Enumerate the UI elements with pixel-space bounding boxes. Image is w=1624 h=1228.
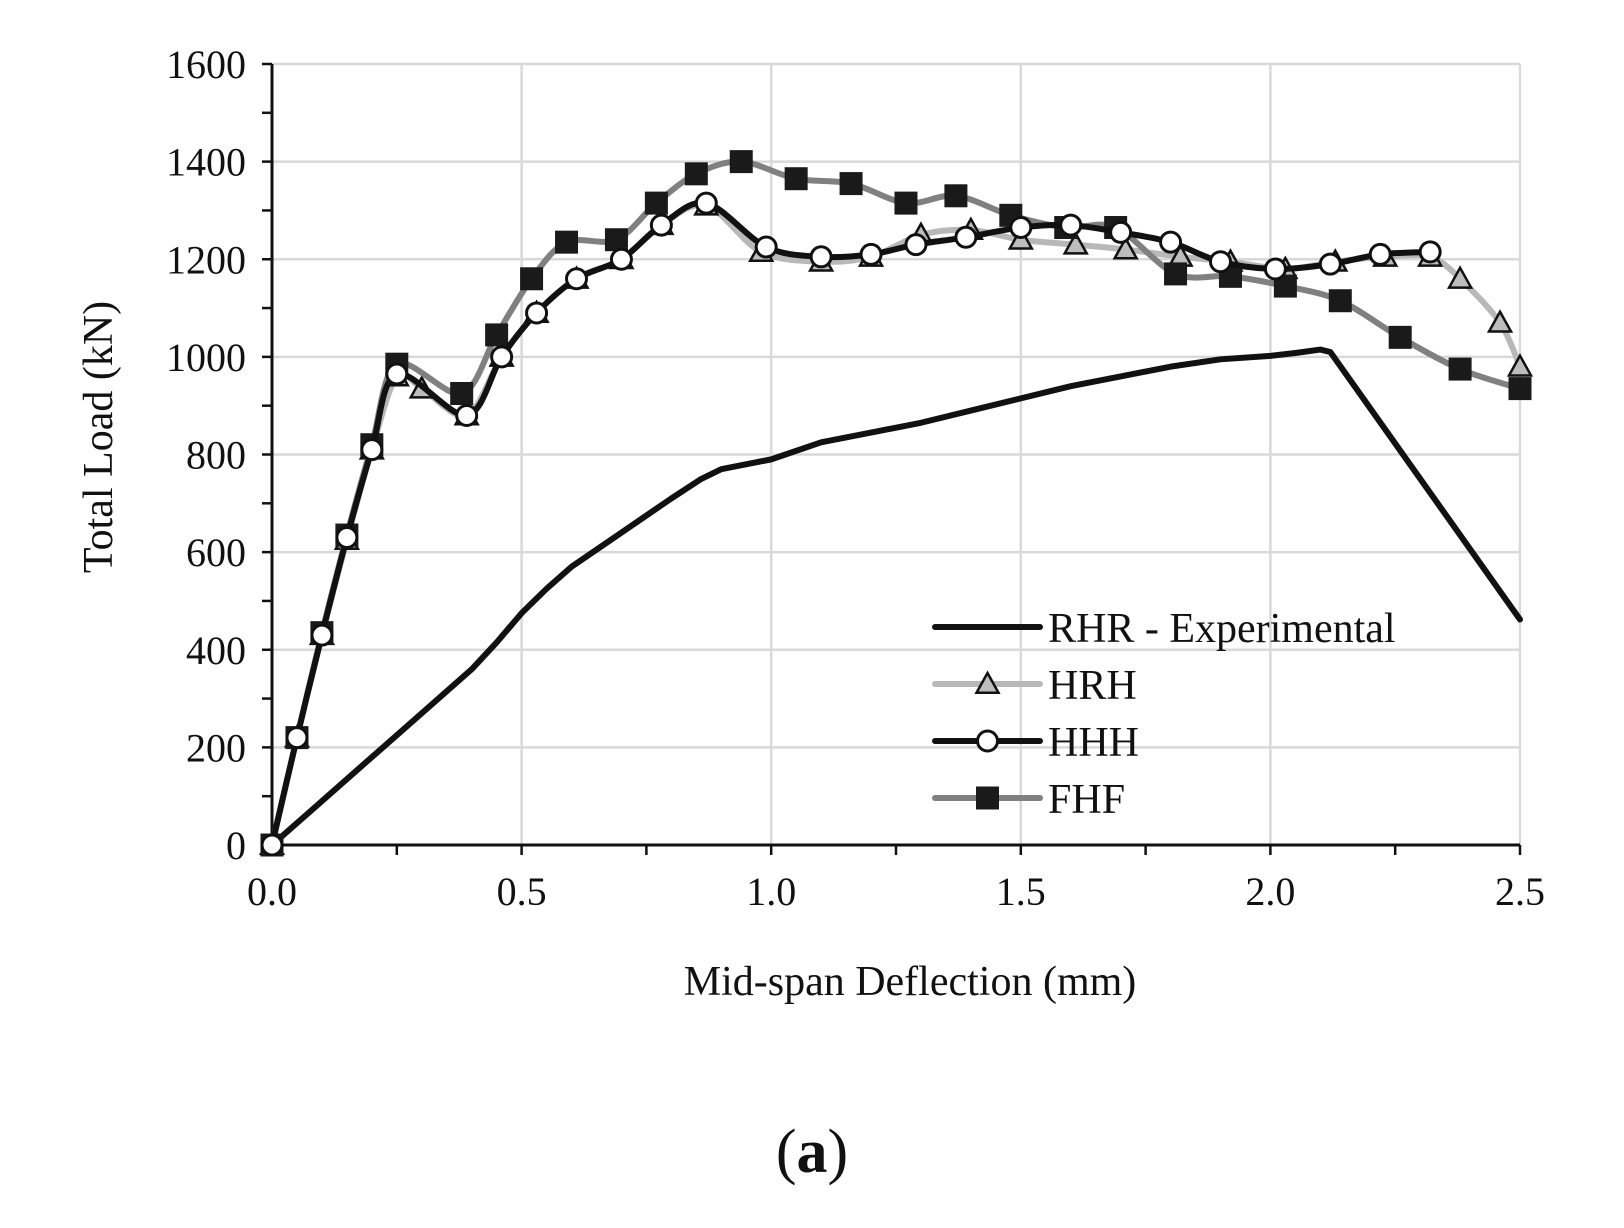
legend-label-fhf: FHF xyxy=(1048,777,1125,823)
data-point-hhh xyxy=(565,267,589,291)
panel-label-letter: a xyxy=(797,1118,828,1186)
legend: RHR - Experimental HRH HHH FHF xyxy=(932,606,1396,823)
data-point-hrh xyxy=(1112,235,1139,260)
legend-item-fhf: FHF xyxy=(932,777,1125,823)
data-point-hhh xyxy=(260,833,284,857)
series-rhr-experimental xyxy=(269,346,1523,848)
y-tick-label: 0 xyxy=(226,823,246,868)
data-point-fhf xyxy=(555,230,579,254)
data-point-fhf xyxy=(684,162,708,186)
data-point-hhh xyxy=(285,726,309,750)
data-point-hhh xyxy=(385,362,409,386)
data-point-fhf xyxy=(1164,262,1188,286)
data-point-hrh xyxy=(1486,309,1514,333)
legend-label-rhr-experimental: RHR - Experimental xyxy=(1048,606,1396,652)
legend-marker-hrh xyxy=(974,670,1001,695)
legend-marker-hhh xyxy=(976,729,999,753)
legend-label-hrh: HRH xyxy=(1048,663,1137,709)
x-tick-label: 0.5 xyxy=(497,869,547,914)
y-tick-label: 400 xyxy=(186,628,246,673)
y-tick-label: 200 xyxy=(186,725,246,770)
data-point-hrh xyxy=(1446,265,1474,289)
panel-label: (a) xyxy=(776,1118,848,1186)
data-point-hhh xyxy=(525,301,549,325)
data-point-fhf xyxy=(485,323,509,347)
data-point-hhh xyxy=(694,191,718,215)
data-point-hhh xyxy=(859,242,883,266)
legend-label-hhh: HHH xyxy=(1048,720,1139,766)
data-point-fhf xyxy=(644,191,668,215)
data-point-fhf xyxy=(450,381,474,405)
data-point-fhf xyxy=(894,191,918,215)
panel-label-open: ( xyxy=(776,1118,797,1186)
data-point-hhh xyxy=(904,233,928,257)
data-point-fhf xyxy=(729,150,753,174)
data-point-hhh xyxy=(1009,216,1033,240)
series-line-hhh xyxy=(269,199,1434,848)
data-point-hhh xyxy=(1208,250,1232,274)
data-point-hhh xyxy=(335,525,359,549)
data-point-fhf xyxy=(604,228,628,252)
legend-item-hrh: HRH xyxy=(932,663,1137,709)
panel-label-close: ) xyxy=(828,1118,849,1186)
data-point-hhh xyxy=(310,623,334,647)
data-point-hrh xyxy=(1062,231,1089,255)
x-tick-label: 1.0 xyxy=(746,869,796,914)
y-tick-label: 1200 xyxy=(166,237,246,282)
data-point-hhh xyxy=(1368,242,1392,266)
data-point-hhh xyxy=(609,247,633,271)
y-tick-label: 600 xyxy=(186,530,246,575)
data-point-hhh xyxy=(455,403,479,427)
data-point-fhf xyxy=(1448,357,1472,381)
x-axis-title: Mid-span Deflection (mm) xyxy=(684,959,1137,1005)
data-point-hhh xyxy=(1418,240,1442,264)
y-tick-label: 800 xyxy=(186,433,246,478)
series-hhh xyxy=(260,191,1442,857)
data-point-fhf xyxy=(1388,325,1412,349)
y-tick-label: 1000 xyxy=(166,335,246,380)
data-point-hhh xyxy=(490,345,514,369)
x-tick-label: 2.0 xyxy=(1245,869,1295,914)
legend-item-rhr-experimental: RHR - Experimental xyxy=(932,606,1396,652)
data-point-hhh xyxy=(649,213,673,237)
data-point-hrh xyxy=(1506,353,1534,377)
data-point-fhf xyxy=(1328,289,1352,313)
data-point-hhh xyxy=(754,235,778,259)
data-point-fhf xyxy=(784,167,808,191)
data-point-fhf xyxy=(520,267,544,291)
data-point-fhf xyxy=(839,172,863,196)
series-area xyxy=(258,150,1534,857)
tick-labels: 0 200 400 600 800 1000 1200 1400 1600 0.0 0.5 1.0 1.… xyxy=(166,42,1545,914)
data-point-hhh xyxy=(809,245,833,269)
data-point-hhh xyxy=(360,438,384,462)
data-point-hhh xyxy=(1059,213,1083,237)
y-tick-label: 1400 xyxy=(166,140,246,185)
legend-marker-fhf xyxy=(976,786,999,810)
axes xyxy=(262,62,1522,855)
y-axis-title: Total Load (kN) xyxy=(76,301,122,573)
series-line-rhr-experimental xyxy=(269,346,1523,848)
x-tick-label: 0.0 xyxy=(247,869,297,914)
data-point-hhh xyxy=(1263,257,1287,281)
data-point-fhf xyxy=(1508,377,1532,401)
grid xyxy=(272,62,1522,845)
series-fhf xyxy=(260,150,1532,857)
data-point-hhh xyxy=(1109,220,1133,244)
y-tick-label: 1600 xyxy=(166,42,246,87)
data-point-hhh xyxy=(1159,230,1183,254)
data-point-fhf xyxy=(944,184,968,208)
x-tick-label: 2.5 xyxy=(1495,869,1545,914)
data-point-hhh xyxy=(954,225,978,249)
data-point-hhh xyxy=(1318,252,1342,276)
legend-item-hhh: HHH xyxy=(932,720,1139,766)
data-point-fhf xyxy=(1273,274,1297,298)
x-tick-label: 1.5 xyxy=(996,869,1046,914)
